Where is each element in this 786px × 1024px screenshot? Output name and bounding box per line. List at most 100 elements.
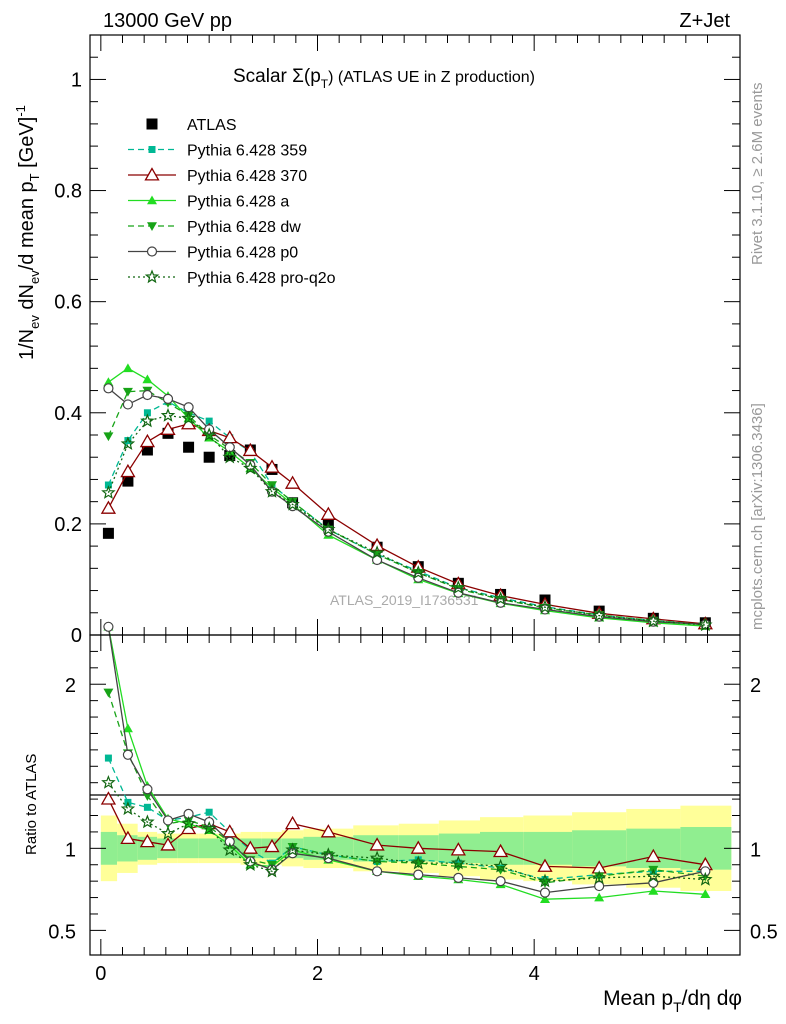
ylabel-part-h: -1 bbox=[13, 105, 28, 117]
ratio-point-pythia-6-428-370 bbox=[537, 858, 553, 872]
y-tick-label: 0 bbox=[71, 625, 82, 647]
x-tick-label: 2 bbox=[312, 963, 323, 985]
ratio-point-pythia-6-428-pro-q2o bbox=[222, 842, 238, 857]
ratio-point-pythia-6-428-p0 bbox=[122, 749, 134, 760]
ratio-point-pythia-6-428-pro-q2o bbox=[160, 825, 176, 840]
data-point-pythia-6-428-pro-q2o bbox=[264, 484, 280, 498]
title-part-d: ) (ATLAS UE in Z production) bbox=[328, 69, 535, 86]
ratio-point-pythia-6-428-359 bbox=[143, 803, 151, 811]
data-point-pythia-6-428-pro-q2o bbox=[321, 521, 336, 536]
ratio-point-pythia-6-428-pro-q2o bbox=[101, 775, 116, 789]
data-point-pythia-6-428-370 bbox=[160, 421, 176, 435]
main-plot-area bbox=[90, 35, 740, 635]
data-point-pythia-6-428-359 bbox=[104, 481, 112, 489]
data-point-pythia-6-428-370 bbox=[320, 506, 336, 520]
ratio-point-pythia-6-428-370 bbox=[139, 833, 156, 848]
ratio-point-pythia-6-428-pro-q2o bbox=[321, 847, 336, 862]
legend-marker-pythia-6-428-359 bbox=[148, 146, 156, 153]
ratio-y-tick-label: 1 bbox=[65, 839, 76, 861]
x-axis-label: Mean pT/dη dφ bbox=[603, 987, 742, 1015]
ratio-point-pythia-6-428-pro-q2o bbox=[120, 801, 136, 816]
legend: ATLAS Pythia 6.428 359 Pythia 6.428 370 Pyt… bbox=[128, 117, 336, 287]
legend-label-pythia-6-428-dw: Pythia 6.428 dw bbox=[187, 219, 301, 236]
data-point-atlas bbox=[183, 441, 195, 453]
ratio-point-pythia-6-428-dw bbox=[594, 872, 605, 882]
data-point-pythia-6-428-359 bbox=[143, 409, 151, 417]
data-point-pythia-6-428-dw bbox=[103, 432, 114, 442]
ratio-point-pythia-6-428-pro-q2o bbox=[537, 873, 553, 888]
y-tick-label: 0.4 bbox=[54, 403, 82, 425]
ratio-point-pythia-6-428-pro-q2o bbox=[493, 858, 508, 873]
ratio-point-pythia-6-428-p0 bbox=[142, 784, 153, 795]
ratio-point-pythia-6-428-359 bbox=[205, 808, 213, 816]
legend-label-pythia-6-428-359: Pythia 6.428 359 bbox=[187, 143, 307, 160]
data-point-pythia-6-428-p0 bbox=[413, 572, 424, 583]
ratio-point-pythia-6-428-p0 bbox=[495, 876, 506, 887]
data-point-atlas bbox=[102, 527, 114, 539]
data-point-pythia-6-428-pro-q2o bbox=[537, 599, 553, 614]
data-point-atlas bbox=[141, 444, 153, 456]
title-part-c: T bbox=[321, 77, 329, 91]
ratio-point-pythia-6-428-370 bbox=[492, 843, 509, 858]
ratio-point-pythia-6-428-pro-q2o bbox=[451, 855, 466, 870]
y-tick-label: 0.8 bbox=[54, 181, 82, 203]
xlabel-part-c: /dη dφ bbox=[682, 987, 742, 1010]
ratio-y-axis-label: Ratio to ATLAS bbox=[23, 754, 40, 855]
legend-label-pythia-6-428-pro-q2o: Pythia 6.428 pro-q2o bbox=[187, 270, 336, 287]
ratio-point-pythia-6-428-p0 bbox=[224, 836, 235, 847]
data-point-pythia-6-428-pro-q2o bbox=[410, 565, 426, 579]
ratio-point-pythia-6-428-pro-q2o bbox=[201, 820, 217, 835]
ratio-band-inner bbox=[626, 828, 681, 869]
data-point-pythia-6-428-359 bbox=[124, 437, 132, 445]
ratio-y-tick-label-right: 1 bbox=[750, 839, 761, 861]
legend-marker-pythia-6-428-dw bbox=[147, 222, 157, 231]
legend-marker-atlas bbox=[146, 118, 158, 130]
data-point-pythia-6-428-pro-q2o bbox=[140, 413, 155, 428]
ratio-y-tick-label-right: 2 bbox=[750, 675, 761, 697]
ratio-point-pythia-6-428-a bbox=[648, 886, 659, 895]
data-point-pythia-6-428-370 bbox=[242, 442, 258, 457]
main-axes: 0 0.2 0.4 0.6 0.8 1 bbox=[54, 35, 740, 647]
ratio-line-pythia-6-428-pro-q2o bbox=[107, 782, 706, 882]
ratio-point-pythia-6-428-a bbox=[540, 894, 550, 903]
ratio-band-inner bbox=[100, 831, 118, 865]
xlabel-part-b: T bbox=[673, 999, 682, 1015]
ratio-point-pythia-6-428-p0 bbox=[413, 869, 424, 880]
legend-label-pythia-6-428-a: Pythia 6.428 a bbox=[187, 194, 289, 211]
data-point-pythia-6-428-pro-q2o bbox=[451, 580, 466, 594]
ratio-point-pythia-6-428-370 bbox=[222, 824, 238, 838]
ratio-frame bbox=[89, 634, 741, 956]
ratio-point-pythia-6-428-p0 bbox=[162, 815, 174, 826]
data-point-atlas bbox=[122, 475, 134, 487]
ylabel-part-a: 1/N bbox=[16, 329, 38, 360]
y-tick-label: 0.6 bbox=[54, 292, 82, 314]
ratio-point-pythia-6-428-dw bbox=[103, 688, 114, 698]
data-point-pythia-6-428-pro-q2o bbox=[243, 460, 258, 475]
y-tick-label: 0.2 bbox=[54, 514, 82, 536]
data-point-pythia-6-428-a bbox=[122, 363, 133, 373]
data-point-pythia-6-428-370 bbox=[264, 459, 280, 473]
ylabel-part-e: /d mean p bbox=[16, 181, 38, 270]
ratio-point-pythia-6-428-370 bbox=[450, 842, 466, 856]
data-point-pythia-6-428-pro-q2o bbox=[591, 607, 607, 622]
data-point-pythia-6-428-pro-q2o bbox=[285, 496, 300, 511]
data-point-pythia-6-428-p0 bbox=[103, 383, 114, 394]
legend-marker-pythia-6-428-pro-q2o bbox=[144, 269, 160, 284]
title-part-a: Scalar bbox=[233, 66, 292, 87]
title-part-b: Σ(p bbox=[292, 66, 321, 87]
ratio-point-pythia-6-428-pro-q2o bbox=[591, 870, 607, 885]
main-panel: ATLAS_2019_I1736531 0 0.2 0.4 0.6 0.8 1 Scala… bbox=[54, 34, 741, 647]
ratio-point-pythia-6-428-370 bbox=[320, 824, 336, 838]
data-point-pythia-6-428-370 bbox=[120, 463, 136, 478]
ratio-point-pythia-6-428-pro-q2o bbox=[140, 814, 155, 829]
ratio-point-pythia-6-428-pro-q2o bbox=[285, 842, 300, 857]
data-point-pythia-6-428-pro-q2o bbox=[493, 591, 508, 606]
ratio-point-pythia-6-428-pro-q2o bbox=[264, 863, 280, 878]
ratio-data-layer bbox=[100, 621, 713, 903]
header-energy-label: 13000 GeV pp bbox=[103, 10, 232, 32]
legend-marker-pythia-6-428-a bbox=[147, 195, 157, 205]
ratio-panel: 0.5 0.5 1 1 2 2 0 2 4 bbox=[48, 621, 778, 985]
ratio-point-pythia-6-428-370 bbox=[369, 837, 385, 851]
ratio-point-pythia-6-428-pro-q2o bbox=[646, 868, 661, 883]
